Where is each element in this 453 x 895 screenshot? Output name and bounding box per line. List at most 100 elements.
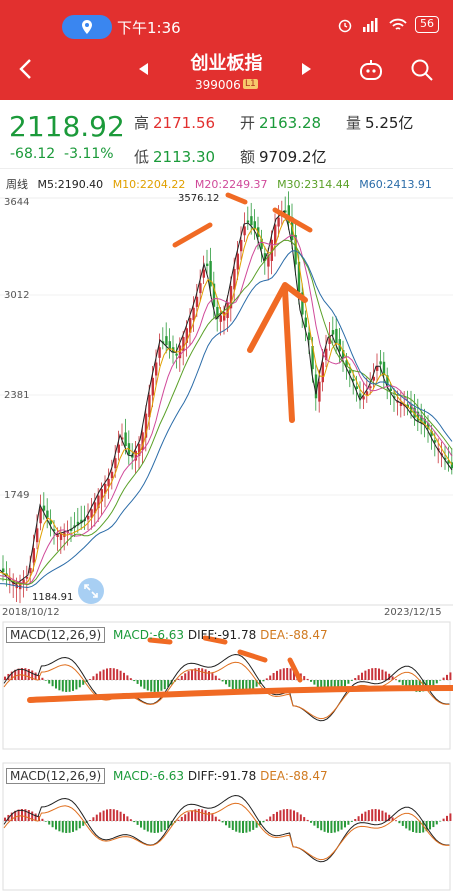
macd2-histogram-bar: [61, 821, 64, 833]
candle-body: [325, 348, 328, 360]
macd1-histogram-bar: [201, 668, 204, 680]
macd1-histogram-bar: [361, 672, 363, 680]
macd2-histogram-bar: [282, 809, 285, 821]
ma10-value: M10:2204.22: [112, 178, 186, 191]
status-bar: 下午1:36 56: [0, 0, 453, 39]
candle-body: [447, 460, 450, 464]
macd2-histogram-bar: [401, 821, 404, 826]
fullscreen-button[interactable]: [78, 578, 104, 604]
macd2-histogram-bar: [316, 821, 319, 829]
macd2-histogram-bar: [398, 821, 401, 824]
candle-body: [144, 413, 148, 438]
macd1-histogram-bar: [327, 680, 329, 692]
robot-assistant-icon[interactable]: [358, 58, 384, 82]
macd1-histogram-bar: [68, 680, 71, 692]
macd2-histogram-bar: [143, 821, 146, 830]
macd2-histogram-bar: [235, 821, 238, 832]
candle-body: [32, 548, 35, 563]
macd1-histogram-bar: [211, 673, 214, 680]
candle-body: [189, 318, 192, 333]
macd1-name[interactable]: MACD(12,26,9): [6, 627, 106, 643]
next-stock-icon[interactable]: [302, 63, 311, 75]
macd2-histogram-bar: [367, 810, 370, 821]
macd1-histogram-bar: [157, 680, 159, 692]
macd2-histogram-bar: [242, 821, 244, 833]
macd2-histogram-bar: [422, 821, 425, 833]
candle-body: [185, 328, 188, 343]
candle-body: [229, 286, 233, 309]
candle-body: [165, 336, 168, 346]
candle-body: [270, 239, 273, 261]
macd2-histogram-bar: [160, 821, 163, 832]
current-price: 2118.92: [9, 110, 125, 143]
macd1-histogram-bar: [112, 668, 115, 680]
macd1-histogram-bar: [442, 677, 445, 680]
candle-body: [246, 220, 250, 223]
candle-body: [107, 478, 110, 487]
macd2-histogram-bar: [303, 817, 306, 821]
period-label[interactable]: 周线: [6, 178, 28, 191]
candle-body: [240, 240, 243, 252]
macd1-histogram-bar: [24, 668, 27, 680]
search-icon[interactable]: [410, 58, 434, 82]
candle-body: [42, 505, 46, 511]
macd1-histogram-bar: [371, 668, 374, 680]
candle-body: [277, 217, 280, 227]
macd2-diff-line: [3, 794, 450, 863]
macd1-histogram-bar: [235, 680, 238, 691]
end-date-label: 2023/12/15: [384, 607, 442, 618]
macd2-histogram-bar: [82, 821, 85, 826]
candle-body: [124, 432, 127, 446]
macd2-histogram-bar: [374, 809, 377, 821]
back-icon[interactable]: [18, 58, 32, 80]
macd1-histogram-bar: [388, 673, 391, 680]
annotation-stroke: [172, 222, 213, 248]
candle-body: [2, 568, 5, 572]
macd1-histogram-bar: [435, 680, 438, 684]
candle-body: [93, 502, 97, 514]
macd2-histogram-bar: [201, 809, 204, 821]
macd2-histogram-bar: [395, 820, 397, 821]
macd2-histogram-bar: [112, 809, 115, 821]
candle-body: [212, 283, 216, 307]
candle-body: [260, 238, 263, 249]
macd2-histogram-bar: [129, 819, 132, 821]
macd2-histogram-bar: [344, 821, 346, 828]
macd2-histogram-bar: [153, 821, 156, 833]
macd2-histogram-bar: [102, 810, 105, 821]
volume-label: 量: [346, 114, 362, 132]
macd2-macd: MACD:-6.63: [112, 769, 185, 783]
candle-body: [49, 520, 52, 525]
macd1-histogram-bar: [272, 673, 275, 680]
location-pill[interactable]: [62, 15, 112, 39]
y-tick-label: 1749: [4, 490, 30, 501]
kline-chart-area[interactable]: [0, 190, 453, 895]
macd2-histogram-bar: [228, 821, 231, 828]
macd2-histogram-bar: [446, 815, 448, 821]
macd2-frame: [2, 762, 451, 891]
macd2-histogram-bar: [31, 811, 34, 821]
candle-body: [19, 581, 22, 590]
macd2-histogram-bar: [429, 821, 431, 830]
candle-body: [199, 283, 202, 294]
prev-stock-icon[interactable]: [139, 63, 148, 75]
macd1-legend: MACD(12,26,9) MACD:-6.63 DIFF:-91.78 DEA…: [6, 627, 328, 643]
macd2-histogram-bar: [133, 821, 136, 823]
candle-body: [87, 516, 90, 520]
macd1-histogram-bar: [78, 680, 81, 688]
candle-body: [267, 255, 270, 267]
macd2-histogram-bar: [299, 814, 302, 821]
ma5-line: [0, 210, 453, 585]
macd2-histogram-bar: [265, 819, 268, 821]
macd1-histogram-bar: [303, 676, 306, 680]
macd2-histogram-bar: [95, 814, 98, 821]
macd2-histogram-bar: [286, 809, 289, 821]
macd1-histogram-bar: [82, 680, 85, 685]
candle-body: [192, 307, 195, 321]
candle-body: [151, 377, 154, 396]
candle-body: [294, 235, 297, 265]
candle-body: [359, 393, 362, 398]
macd2-name[interactable]: MACD(12,26,9): [6, 768, 106, 784]
macd1-histogram-bar: [44, 680, 47, 681]
macd1-diff: DIFF:-91.78: [187, 628, 257, 642]
